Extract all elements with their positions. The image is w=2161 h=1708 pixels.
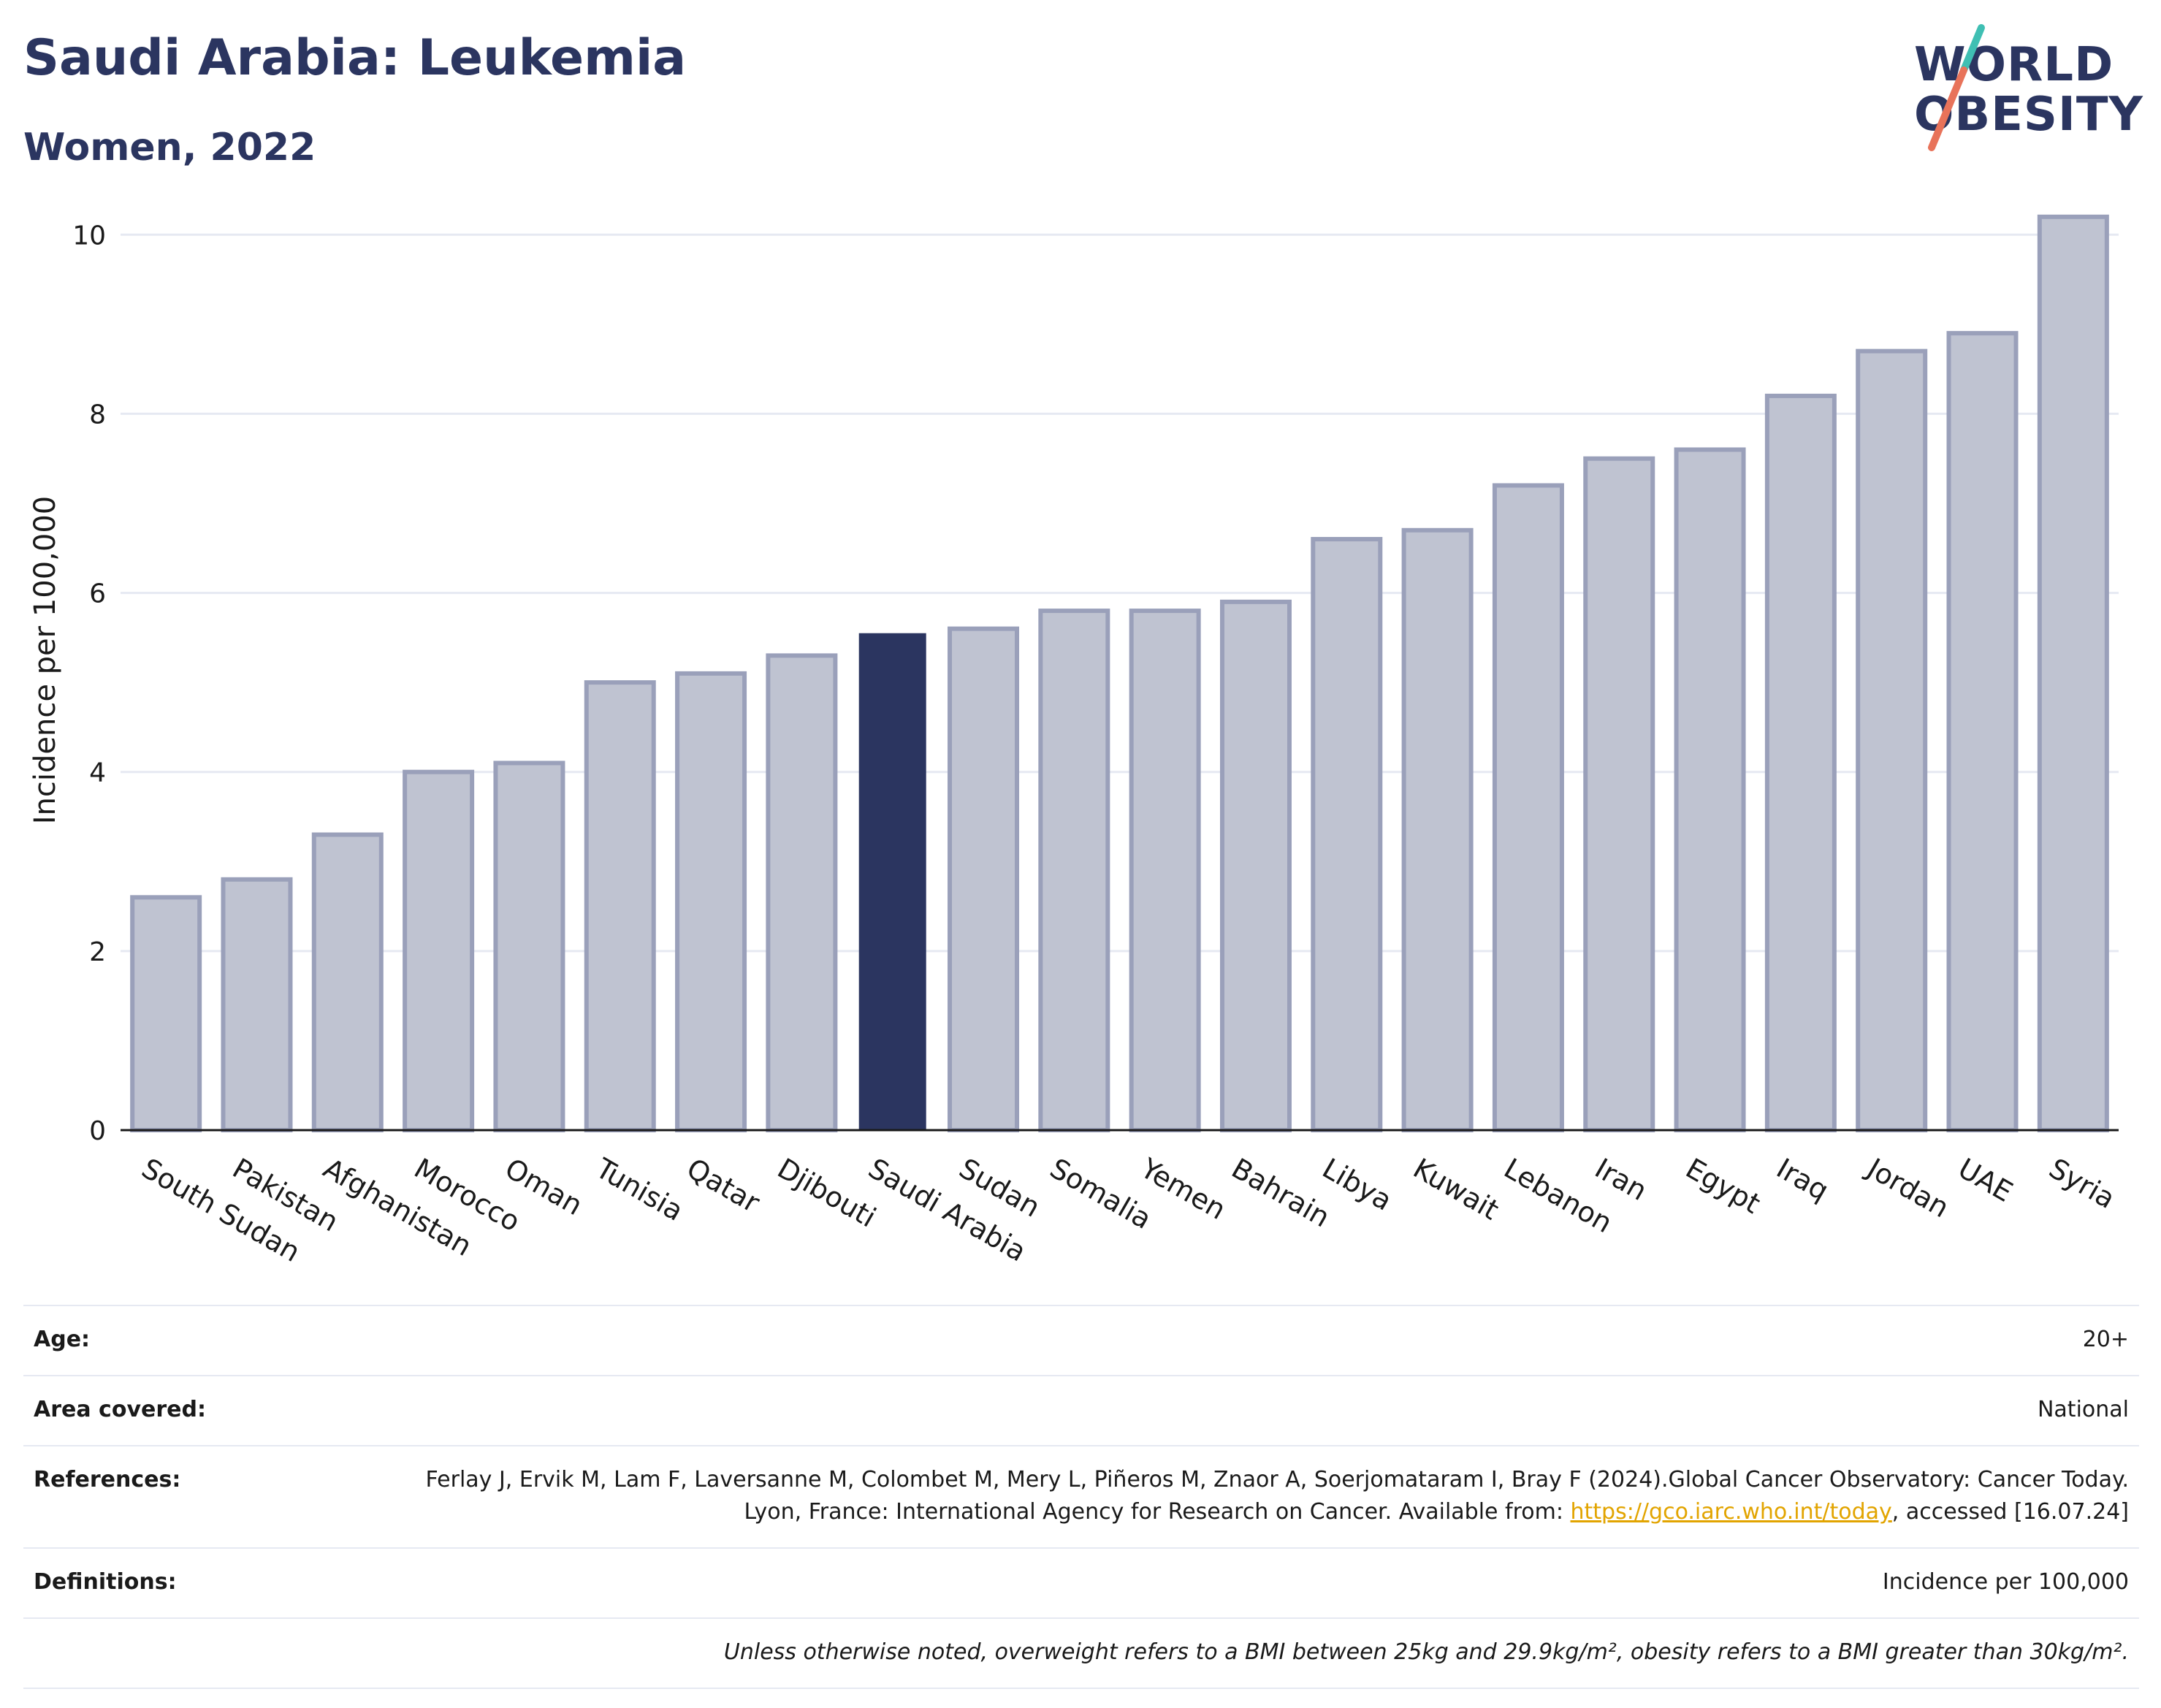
- bmi-note: Unless otherwise noted, overweight refer…: [723, 1639, 2129, 1665]
- bar-jordan[interactable]: [1856, 348, 1928, 1133]
- age-value: 20+: [2082, 1327, 2129, 1352]
- x-tick-label: Bahrain: [1226, 1152, 1335, 1234]
- area-label: Area covered:: [34, 1397, 206, 1422]
- bar-uae[interactable]: [1946, 331, 2019, 1133]
- bar-saudi-arabia[interactable]: [858, 633, 926, 1130]
- y-axis-ticks: 0 2 4 6 8 10: [72, 221, 106, 1146]
- bar-yemen[interactable]: [1129, 609, 1201, 1132]
- bar-iraq[interactable]: [1764, 393, 1837, 1132]
- x-tick-label: Syria: [2043, 1152, 2120, 1215]
- meta-row-references: References: Ferlay J, Ervik M, Lam F, La…: [23, 1445, 2139, 1547]
- bar-djibouti[interactable]: [766, 653, 838, 1132]
- references-text: Ferlay J, Ervik M, Lam F, Laversanne M, …: [425, 1467, 2129, 1525]
- y-tick-label: 0: [89, 1116, 106, 1146]
- bar-morocco[interactable]: [403, 769, 475, 1132]
- bar-egypt[interactable]: [1674, 447, 1746, 1132]
- bar-chart: 0 2 4 6 8 10 South SudanPakistanAfghanistanMo…: [28, 214, 2121, 1268]
- references-value: Ferlay J, Ervik M, Lam F, Laversanne M, …: [376, 1464, 2129, 1528]
- x-tick-label: Somalia: [1045, 1152, 1157, 1235]
- bar-pakistan[interactable]: [221, 877, 293, 1132]
- x-tick-label: Kuwait: [1408, 1152, 1504, 1227]
- y-tick-label: 8: [89, 400, 106, 430]
- metadata-table: Age: 20+ Area covered: National Referenc…: [23, 1305, 2139, 1689]
- meta-row-definitions: Definitions: Incidence per 100,000: [23, 1547, 2139, 1617]
- y-tick-label: 6: [89, 579, 106, 609]
- page-subtitle: Women, 2022: [23, 126, 316, 169]
- x-tick-label: Iran: [1590, 1152, 1653, 1207]
- x-tick-label: Djibouti: [772, 1152, 882, 1234]
- bar-south-sudan[interactable]: [130, 895, 202, 1132]
- references-tail: , accessed [16.07.24]: [1891, 1499, 2129, 1525]
- bar-sudan[interactable]: [948, 626, 1020, 1132]
- bar-afghanistan[interactable]: [311, 832, 384, 1132]
- bar-bahrain[interactable]: [1219, 599, 1292, 1132]
- x-tick-label: UAE: [1953, 1152, 2018, 1208]
- bar-syria[interactable]: [2037, 214, 2109, 1132]
- x-tick-label: Tunisia: [590, 1151, 688, 1227]
- references-link[interactable]: https://gco.iarc.who.int/today: [1570, 1499, 1892, 1525]
- x-tick-label: Egypt: [1680, 1152, 1766, 1220]
- bar-kuwait[interactable]: [1401, 527, 1474, 1132]
- bar-oman[interactable]: [493, 760, 565, 1132]
- bar-somalia[interactable]: [1038, 609, 1110, 1132]
- page-title: Saudi Arabia: Leukemia: [23, 29, 687, 87]
- y-tick-label: 2: [89, 937, 106, 967]
- x-axis-labels: South SudanPakistanAfghanistanMoroccoOma…: [137, 1151, 2121, 1268]
- bar-lebanon[interactable]: [1492, 483, 1564, 1132]
- y-tick-label: 10: [72, 221, 106, 251]
- bar-qatar[interactable]: [675, 671, 747, 1132]
- meta-row-age: Age: 20+: [23, 1305, 2139, 1375]
- bar-iran[interactable]: [1583, 456, 1655, 1132]
- bar-tunisia[interactable]: [584, 680, 656, 1132]
- bars: [130, 214, 2109, 1133]
- world-obesity-logo: WORLD OBESITY: [1899, 22, 2148, 153]
- bar-libya[interactable]: [1311, 537, 1383, 1132]
- x-tick-label: Jordan: [1861, 1151, 1954, 1224]
- y-axis-title: Incidence per 100,000: [28, 496, 62, 825]
- definitions-value: Incidence per 100,000: [1882, 1569, 2129, 1595]
- area-value: National: [2037, 1397, 2129, 1422]
- age-label: Age:: [34, 1327, 91, 1352]
- x-tick-label: Iraq: [1771, 1152, 1834, 1207]
- definitions-label: Definitions:: [34, 1569, 177, 1595]
- y-tick-label: 4: [89, 758, 106, 788]
- references-label: References:: [34, 1467, 181, 1492]
- logo-slash-icon: [1928, 24, 1985, 151]
- meta-row-area: Area covered: National: [23, 1375, 2139, 1445]
- logo-text-line1: WORLD: [1914, 38, 2114, 92]
- meta-row-note: Unless otherwise noted, overweight refer…: [23, 1617, 2139, 1689]
- x-tick-label: Qatar: [682, 1152, 766, 1219]
